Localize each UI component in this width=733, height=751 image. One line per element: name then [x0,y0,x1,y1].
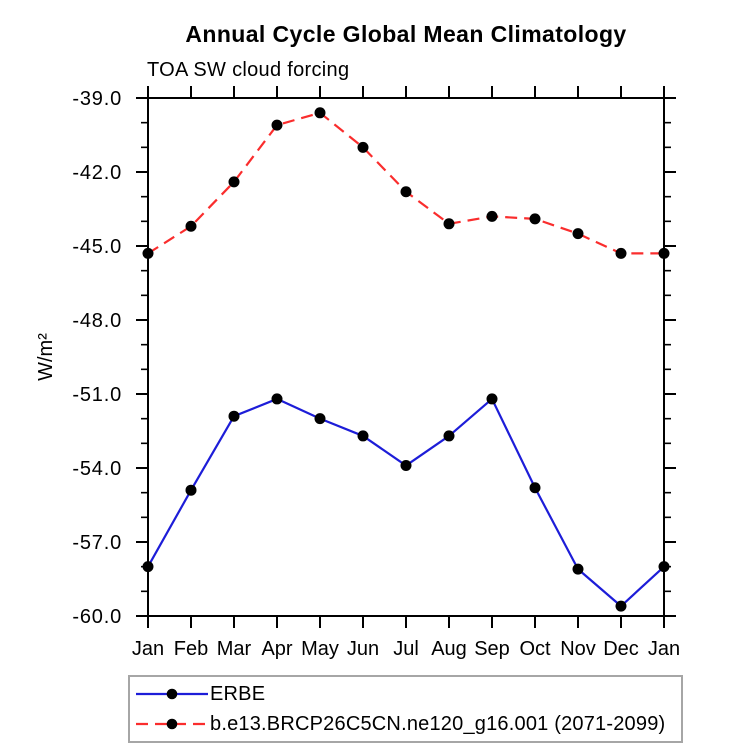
x-tick-label: Sep [474,638,510,660]
data-point-marker [314,107,326,119]
x-tick-labels: Jan Feb Mar Apr May Jun Jul Aug Sep Oct Nov Dec Jan [132,638,680,660]
x-tick-label: Nov [560,638,596,660]
data-point-marker [486,210,498,222]
series-line-0 [147,397,665,608]
data-point-marker [185,220,197,232]
y-tick-label: -39.0 [72,88,122,110]
data-point-marker [400,460,412,472]
series-line-1 [147,111,664,255]
axis-frame [147,97,665,617]
x-tick-label: Jun [347,638,379,660]
data-point-marker [400,186,412,198]
data-point-marker [615,600,627,612]
data-point-marker [658,247,670,259]
data-point-marker [357,141,369,153]
chart-title: Annual Cycle Global Mean Climatology [185,21,627,47]
plot-frame [147,97,665,617]
y-tick-label: -60.0 [72,606,122,628]
axis-ticks [136,86,676,628]
x-tick-label: Mar [217,638,252,660]
data-point-markers [142,107,670,612]
legend-line-sample-solid [136,689,208,700]
x-tick-label: Feb [174,638,208,660]
x-tick-label: Dec [603,638,639,660]
x-tick-label: Jan [132,638,164,660]
data-point-marker [443,430,455,442]
x-tick-label: Jul [393,638,419,660]
x-tick-label: May [301,638,339,660]
y-tick-label: -42.0 [72,162,122,184]
legend-label-model: b.e13.BRCP26C5CN.ne120_g16.001 (2071-209… [210,712,666,735]
data-point-marker [142,561,154,573]
data-point-marker [443,218,455,230]
chart-subtitle: TOA SW cloud forcing [147,59,350,81]
legend-label-erbe: ERBE [210,683,266,706]
data-point-marker [529,482,541,494]
y-tick-label: -57.0 [72,532,122,554]
data-point-marker [142,247,154,259]
y-tick-label: -54.0 [72,458,122,480]
legend: ERBE b.e13.BRCP26C5CN.ne120_g16.001 (207… [128,675,683,743]
data-point-marker [357,430,369,442]
legend-entry-model: b.e13.BRCP26C5CN.ne120_g16.001 (2071-209… [135,710,681,738]
data-point-marker [658,561,670,573]
data-point-marker [271,119,283,131]
x-tick-label: Aug [431,638,467,660]
x-tick-label: Jan [648,638,680,660]
legend-entry-erbe: ERBE [135,680,681,708]
data-point-marker [228,410,240,422]
data-point-marker [314,413,326,425]
data-point-marker [615,247,627,259]
data-point-marker [529,213,541,225]
data-point-marker [185,484,197,496]
y-axis-title: W/m² [35,333,57,381]
y-tick-label: -48.0 [72,310,122,332]
legend-line-sample-dashed [136,718,208,729]
data-point-marker [486,393,498,405]
data-point-marker [572,228,584,240]
y-tick-labels: -39.0 -42.0 -45.0 -48.0 -51.0 -54.0 -57.0 -60.0 [72,88,122,628]
x-tick-label: Apr [261,638,292,660]
x-tick-label: Oct [519,638,551,660]
data-point-marker [228,176,240,188]
data-point-marker [572,563,584,575]
y-tick-label: -45.0 [72,236,122,258]
data-point-marker [271,393,283,405]
y-tick-label: -51.0 [72,384,122,406]
